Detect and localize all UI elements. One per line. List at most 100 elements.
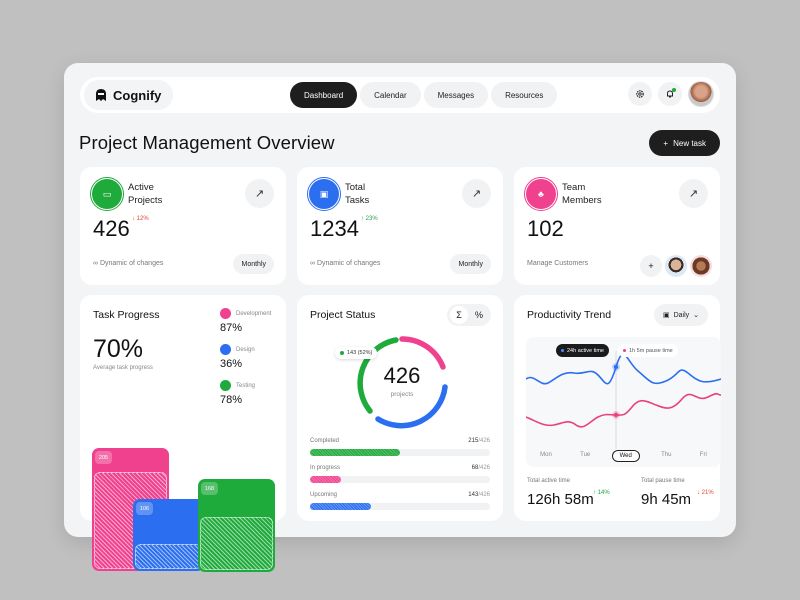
bar-hatch <box>200 517 273 570</box>
pause-time-label: Total pause time <box>641 478 685 484</box>
tab-resources[interactable]: Resources <box>491 82 558 108</box>
folder-icon: ▭ <box>90 177 124 211</box>
status-row-upcoming: Upcoming 143/426 <box>310 492 490 510</box>
legend-testing: Testing <box>220 380 255 391</box>
member-avatar[interactable] <box>690 255 712 277</box>
bar-count: 205 <box>95 451 112 464</box>
active-time-delta: ↑ 14% <box>593 490 610 496</box>
app-logo[interactable]: Cognify <box>84 80 174 110</box>
task-progress-card: Task Progress 70% Average task progress … <box>80 295 286 572</box>
donut-chart <box>357 336 448 429</box>
logo-icon <box>96 89 106 101</box>
pause-time-chip: 1h 5m pause time <box>618 344 678 357</box>
status-row-completed: Completed 215/426 <box>310 438 490 456</box>
bell-icon <box>667 90 673 98</box>
footer-text: ∞ Dynamic of changes <box>93 260 164 267</box>
trend-lines <box>526 351 721 449</box>
pause-time-value: 9h 45m <box>641 491 692 508</box>
status-donut: 426 projects <box>352 333 452 433</box>
progress-track <box>310 476 490 483</box>
day-thu[interactable]: Thu <box>661 452 672 458</box>
progress-fill <box>310 503 372 510</box>
average-progress-label: Average task progress <box>93 365 153 371</box>
plus-icon: + <box>648 261 654 271</box>
open-arrow-button[interactable]: ↗ <box>679 179 708 208</box>
stat-value: 1234 <box>310 216 359 241</box>
bar-count: 106 <box>136 502 153 515</box>
testing-value: 78% <box>220 394 243 406</box>
total-tasks-card: ▣ Total Tasks ↗ 1234 ↑ 23% ∞ Dynamic of c… <box>297 167 503 285</box>
day-tue[interactable]: Tue <box>580 452 591 458</box>
member-avatar[interactable] <box>665 255 687 277</box>
delta-badge: ↓ 12% <box>132 216 149 222</box>
day-axis: Mon Tue Wed Thu Fri <box>526 450 721 462</box>
trend-chart: 24h active time 1h 5m pause time Mon Tue… <box>526 337 721 467</box>
active-time-label: Total active time <box>527 478 571 484</box>
design-bar[interactable]: 106 <box>133 499 204 571</box>
card-title: Productivity Trend <box>527 309 612 321</box>
legend-development: Development <box>220 308 271 319</box>
stat-value: 426 <box>93 216 130 241</box>
notification-dot <box>672 88 676 92</box>
active-time-value: 126h 58m <box>527 491 594 508</box>
new-task-label: New task <box>673 138 706 148</box>
team-members-card: ♣ Team Members ↗ 102 Manage Customers + <box>514 167 720 285</box>
add-member-button[interactable]: + <box>640 255 662 277</box>
plus-icon: + <box>663 138 669 148</box>
team-icon: ♣ <box>524 177 558 211</box>
chevron-down-icon: ⌄ <box>693 312 699 319</box>
notifications-button[interactable] <box>658 82 682 106</box>
day-wed[interactable]: Wed <box>611 450 640 462</box>
bar-hatch <box>135 544 202 569</box>
delta-badge: ↑ 23% <box>361 216 378 222</box>
top-nav-bar: Cognify Dashboard Calendar Messages Reso… <box>80 77 720 113</box>
dashboard-frame: Cognify Dashboard Calendar Messages Reso… <box>64 63 736 572</box>
progress-fill <box>310 449 400 456</box>
new-task-button[interactable]: + New task <box>649 130 720 156</box>
active-time-chip: 24h active time <box>556 344 609 357</box>
progress-track <box>310 449 490 456</box>
open-arrow-button[interactable]: ↗ <box>462 179 491 208</box>
project-status-card: Project Status Σ % 426 projects 143 (52%… <box>297 295 503 521</box>
main-nav: Dashboard Calendar Messages Resources <box>290 82 558 108</box>
stat-value: 102 <box>527 216 564 241</box>
manage-customers-link[interactable]: Manage Customers <box>527 260 589 267</box>
footer-text: ∞ Dynamic of changes <box>310 260 381 267</box>
sum-toggle[interactable]: Σ <box>450 306 468 324</box>
testing-bar[interactable]: 168 <box>198 479 275 572</box>
range-dropdown[interactable]: ▣ Daily ⌄ <box>653 304 708 326</box>
average-progress-value: 70% <box>93 335 144 363</box>
total-projects: 426 <box>383 363 421 388</box>
percent-toggle[interactable]: % <box>474 310 483 320</box>
donut-center: 426 projects <box>352 363 452 398</box>
settings-button[interactable] <box>628 82 652 106</box>
bar-count: 168 <box>201 482 218 495</box>
active-projects-card: ▭ Active Projects ↗ 426 ↓ 12% ∞ Dynamic o… <box>80 167 286 285</box>
period-dropdown[interactable]: Monthly <box>233 254 274 274</box>
page-title: Project Management Overview <box>79 132 335 153</box>
link-icon: ∞ <box>310 260 317 267</box>
tab-dashboard[interactable]: Dashboard <box>290 82 358 108</box>
gear-icon <box>636 90 644 98</box>
pause-time-delta: ↓ 21% <box>697 490 714 496</box>
calendar-icon: ▣ <box>662 312 670 319</box>
value-mode-toggle: Σ % <box>447 304 491 326</box>
period-dropdown[interactable]: Monthly <box>450 254 491 274</box>
user-avatar[interactable] <box>688 81 714 107</box>
tab-calendar[interactable]: Calendar <box>360 82 421 108</box>
testing-icon <box>220 380 231 391</box>
task-icon: ▣ <box>307 177 341 211</box>
stat-label: Active Projects <box>128 182 163 206</box>
day-fri[interactable]: Fri <box>699 452 707 458</box>
development-icon <box>220 308 231 319</box>
day-mon[interactable]: Mon <box>540 452 552 458</box>
member-avatars: + <box>640 255 712 277</box>
tab-messages[interactable]: Messages <box>423 82 489 108</box>
status-row-in-progress: In progress 68/426 <box>310 465 490 483</box>
open-arrow-button[interactable]: ↗ <box>245 179 274 208</box>
total-projects-label: projects <box>390 391 414 398</box>
design-value: 36% <box>220 358 243 370</box>
stat-label: Team Members <box>562 182 602 206</box>
stat-label: Total Tasks <box>345 182 370 206</box>
tooltip-dot <box>340 351 344 355</box>
